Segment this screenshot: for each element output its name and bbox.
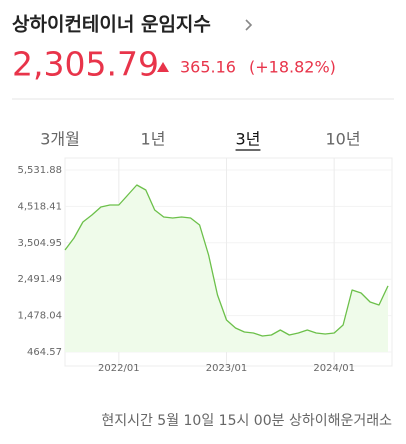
x-tick-label: 2022/01 — [98, 363, 140, 374]
period-tab[interactable]: 3년 — [236, 130, 261, 149]
y-tick-label: 464.57 — [27, 347, 62, 358]
area — [65, 185, 388, 352]
y-tick-label: 1,478.04 — [17, 311, 62, 322]
x-tick-label: 2023/01 — [206, 363, 248, 374]
index-title[interactable]: 상하이컨테이너 운임지수 — [12, 14, 211, 36]
price: 2,305.79 — [12, 45, 159, 84]
y-tick-label: 4,518.41 — [17, 201, 62, 212]
chevron[interactable] — [245, 19, 253, 31]
y-tick-label: 2,491.49 — [17, 274, 62, 285]
y-tick-label: 5,531.88 — [17, 165, 62, 176]
line — [64, 184, 389, 337]
change: 365.16 — [180, 58, 236, 77]
footer-note: 현지시간 5월 10일 15시 00분 상하이해운거래소 — [101, 413, 392, 429]
y-tick-label: 3,504.95 — [17, 238, 62, 249]
up-arrow — [157, 62, 169, 72]
change-pct: (+18.82%) — [249, 58, 336, 77]
x-tick-label: 2024/01 — [313, 363, 355, 374]
period-tab[interactable]: 3개월 — [40, 130, 80, 149]
period-tab[interactable]: 10년 — [325, 130, 360, 149]
period-tab[interactable]: 1년 — [141, 130, 166, 149]
